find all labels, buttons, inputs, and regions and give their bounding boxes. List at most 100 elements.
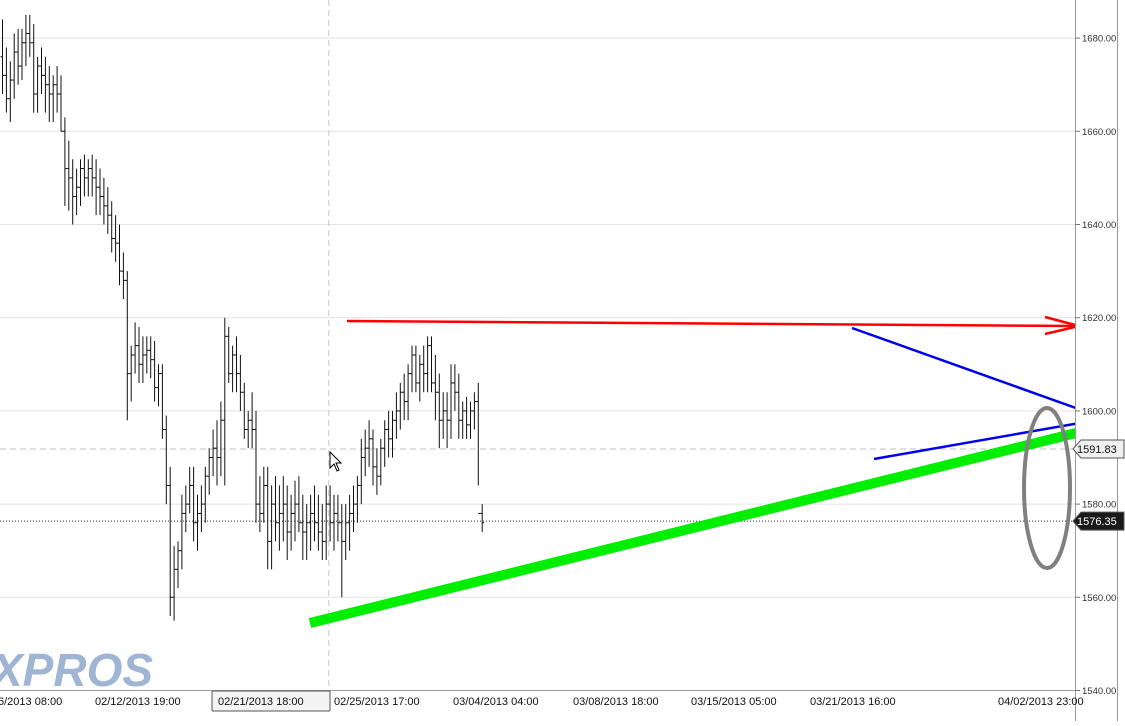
x-tick-label: 02/12/2013 19:00: [95, 696, 181, 708]
ohlc-bar: [172, 546, 177, 621]
ohlc-bar: [437, 373, 442, 449]
ohlc-bar: [464, 396, 469, 439]
ohlc-bar: [43, 56, 48, 113]
reference-lines: [0, 448, 1075, 522]
ohlc-bar: [0, 19, 5, 95]
ohlc-bar: [316, 494, 321, 551]
y-tick-label: 1620.00: [1082, 313, 1116, 324]
ohlc-bar: [328, 485, 333, 542]
ohlc-bar: [113, 215, 118, 262]
ohlc-bar: [285, 485, 290, 561]
x-tick-label: 03/21/2013 16:00: [810, 696, 896, 708]
ohlc-bar: [460, 401, 465, 439]
ohlc-bar: [62, 117, 67, 206]
y-axis: 1540.00 1560.00 1580.00 1600.00 1620.00 1640.…: [1075, 0, 1125, 721]
ohlc-bar: [117, 224, 122, 286]
ohlc-bar: [78, 159, 83, 206]
ohlc-bar: [211, 429, 216, 477]
x-tick-label: 03/15/2013 05:00: [691, 696, 777, 708]
triangle-upper-line: [851, 326, 1088, 414]
ohlc-bar: [12, 33, 17, 99]
ohlc-bar: [140, 336, 145, 383]
ohlc-bar: [406, 364, 411, 421]
ohlc-bar: [335, 494, 340, 542]
ohlc-bar: [277, 485, 282, 551]
ohlc-bar: [359, 438, 364, 505]
ohlc-bar: [386, 410, 391, 458]
ohlc-bar: [105, 187, 110, 234]
x-tick-label: 04/02/2013 23:00: [998, 696, 1084, 708]
price-tags: 1591.83 1576.35: [1072, 439, 1125, 531]
price-tag-label: 1591.83: [1077, 444, 1117, 456]
ohlc-bar: [351, 485, 356, 533]
ohlc-bar: [320, 504, 325, 561]
ohlc-bar: [433, 354, 438, 421]
ohlc-bar: [94, 159, 99, 216]
watermark-text: XPROS: [0, 644, 153, 696]
ohlc-bar: [281, 476, 286, 542]
ohlc-bar: [47, 66, 52, 122]
ohlc-bar: [16, 28, 21, 85]
ohlc-bar: [222, 317, 227, 486]
ohlc-bar: [347, 494, 352, 551]
x-tick-label: 6/2013 08:00: [0, 696, 62, 708]
ohlc-bar: [410, 345, 414, 393]
y-tick-label: 1560.00: [1082, 593, 1116, 604]
y-axis-background: [1075, 0, 1125, 721]
ohlc-bar: [304, 504, 309, 561]
ohlc-bar: [343, 504, 348, 561]
ohlc-bar: [125, 271, 130, 421]
ohlc-bars: [0, 14, 485, 621]
ohlc-bar: [417, 354, 422, 402]
ohlc-bar: [293, 480, 297, 542]
ohlc-bar: [218, 401, 223, 477]
ohlc-bar: [66, 140, 71, 211]
ohlc-bar: [8, 61, 13, 122]
ohlc-bar: [339, 504, 344, 598]
ohlc-bar: [480, 504, 485, 533]
ohlc-bar: [332, 494, 336, 551]
ohlc-bar: [179, 494, 184, 570]
x-tick-label: 03/04/2013 04:00: [453, 696, 539, 708]
ohlc-bar: [137, 327, 141, 383]
ohlc-bar: [74, 168, 79, 216]
ohlc-bar: [312, 485, 317, 542]
annotation-layer[interactable]: [308, 315, 1098, 628]
support-trendline: [308, 427, 1082, 628]
ohlc-bar: [269, 485, 274, 570]
ohlc-bar: [203, 466, 208, 523]
ohlc-bar: [398, 382, 403, 430]
ohlc-bar: [250, 392, 255, 449]
ohlc-bar: [242, 382, 247, 439]
ohlc-bar: [70, 159, 75, 225]
ohlc-bar: [207, 448, 212, 495]
ohlc-bar: [195, 494, 200, 551]
ohlc-bar: [148, 336, 153, 379]
last-price-tag: [1072, 511, 1125, 531]
ohlc-bar: [82, 154, 87, 197]
ohlc-bar: [363, 429, 368, 477]
ohlc-bar: [273, 476, 278, 542]
ohlc-bar: [144, 336, 149, 374]
x-tick-label: 02/21/2013 18:00: [218, 696, 304, 708]
ohlc-bar: [476, 382, 481, 514]
ohlc-bar: [23, 14, 28, 67]
ohlc-bar: [226, 327, 231, 383]
ohlc-bar: [59, 75, 63, 132]
ohlc-bar: [164, 415, 169, 505]
y-tick-label: 1600.00: [1082, 406, 1116, 417]
ohlc-bar: [402, 373, 407, 421]
ohlc-bar: [355, 476, 360, 523]
ohlc-bar: [20, 28, 24, 81]
ohlc-bar: [257, 476, 262, 533]
ohlc-bar: [121, 252, 126, 300]
ohlc-bar: [296, 476, 301, 533]
ohlc-bar: [98, 168, 102, 216]
crosshair-price-tag: [1072, 439, 1125, 459]
x-tick-label: 03/08/2013 18:00: [573, 696, 659, 708]
ohlc-bar: [265, 466, 270, 570]
ohlc-bar: [191, 466, 196, 542]
ohlc-bar: [421, 345, 426, 393]
